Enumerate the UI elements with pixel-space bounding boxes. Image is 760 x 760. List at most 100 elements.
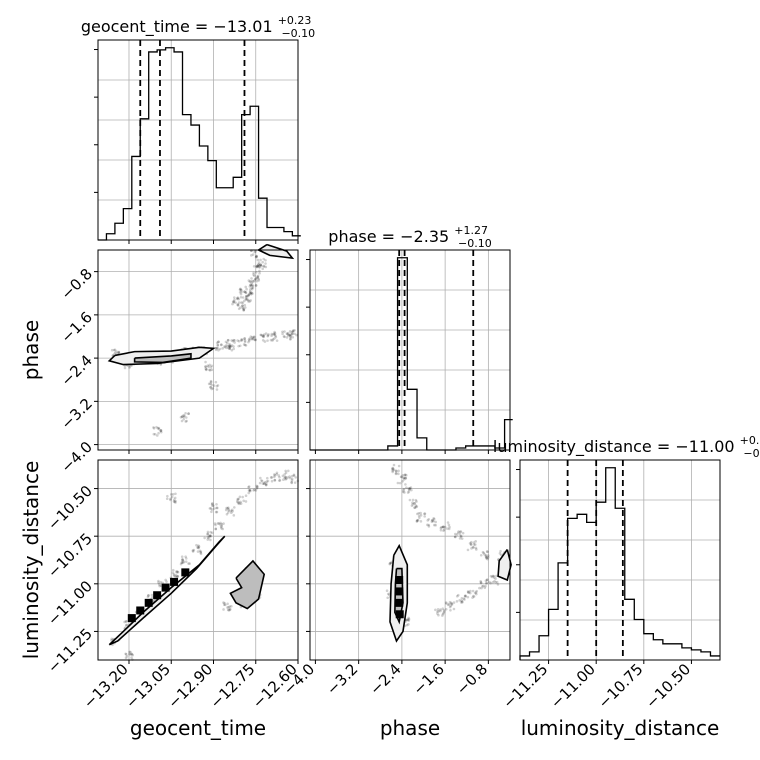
sample-point (216, 522, 220, 525)
sample-point (290, 333, 294, 336)
sample-point (227, 344, 231, 348)
sample-point (264, 265, 268, 269)
sample-point (223, 601, 226, 605)
sample-point (227, 511, 230, 514)
sample-point (113, 348, 117, 352)
sample-point (257, 261, 261, 264)
sample-point (175, 575, 179, 579)
sample-point (152, 426, 155, 429)
sample-point (226, 507, 229, 510)
sample-point (128, 366, 131, 369)
sample-point (250, 337, 254, 341)
sample-point (172, 574, 176, 577)
sample-point (492, 576, 496, 579)
scatter-phase-luminosity_distance: −4.0 −3.2 −2.4 −1.6 −0.8 (280, 459, 512, 699)
sample-point (273, 474, 277, 477)
sample-point (250, 335, 254, 339)
x-tick-label: −11.00 (547, 660, 599, 712)
sample-point (246, 298, 250, 302)
sample-point (436, 612, 439, 615)
sample-point (150, 593, 154, 597)
sample-point (152, 432, 156, 436)
sample-point (407, 623, 410, 626)
sample-point (245, 298, 249, 301)
sample-point (251, 292, 254, 295)
x-tick-label: −1.6 (409, 660, 447, 698)
sample-point (147, 594, 150, 597)
sample-point (460, 600, 464, 603)
sample-point (443, 525, 447, 529)
sample-point (249, 292, 252, 295)
sample-point (209, 538, 212, 542)
sample-point (290, 477, 294, 481)
sample-point (403, 491, 406, 494)
sample-point (192, 548, 196, 552)
sample-point (248, 337, 252, 340)
sample-point (266, 334, 270, 338)
sample-point (493, 579, 496, 583)
sample-point (210, 504, 214, 507)
sample-point (214, 527, 218, 531)
sample-point (452, 607, 456, 611)
sample-point (250, 284, 253, 288)
sample-point (489, 574, 493, 578)
sample-point (182, 560, 186, 563)
sample-point (208, 507, 212, 510)
sample-point (267, 333, 270, 336)
y-tick-label: −2.4 (58, 351, 96, 389)
sample-point (274, 335, 278, 339)
sample-point (184, 420, 188, 423)
sample-point (385, 589, 389, 593)
sample-point (468, 591, 472, 595)
sample-point (271, 338, 275, 341)
sample-point (398, 481, 402, 485)
sample-point (427, 523, 431, 527)
sample-point (233, 298, 236, 302)
sample-point (442, 525, 445, 529)
sample-point (157, 581, 160, 584)
sample-point (286, 332, 289, 336)
sample-point (288, 476, 292, 480)
histogram-steps (98, 47, 301, 241)
sample-point (180, 561, 184, 564)
sample-point (248, 280, 252, 283)
sample-point (209, 380, 213, 384)
sample-point (250, 281, 254, 285)
sample-point (470, 547, 473, 550)
sample-point (130, 652, 133, 656)
sample-point (406, 491, 410, 494)
sample-point (386, 596, 389, 600)
sample-point (407, 619, 411, 622)
sample-point (243, 339, 247, 342)
sample-point (165, 497, 169, 501)
x-tick-label: −0.8 (453, 660, 491, 698)
sample-point (259, 476, 262, 480)
sample-point (237, 304, 240, 307)
sample-point (226, 339, 230, 342)
sample-point (485, 578, 489, 582)
sample-point (255, 486, 259, 490)
sample-point (289, 335, 292, 339)
sample-point (243, 306, 247, 309)
sample-point (248, 300, 251, 303)
sample-point (484, 556, 488, 559)
sample-point (157, 579, 160, 583)
sample-point (236, 302, 240, 306)
sample-point (285, 332, 289, 335)
sample-point (404, 483, 407, 486)
sample-point (475, 589, 478, 593)
sample-point (416, 512, 419, 516)
sample-point (237, 301, 241, 304)
x-tick-label: −11.25 (499, 660, 551, 712)
sample-point (469, 543, 473, 547)
sample-point (407, 617, 411, 621)
sample-point (489, 581, 492, 585)
sample-point (290, 480, 293, 484)
sample-point (217, 340, 220, 344)
sample-point (262, 264, 265, 268)
sample-point (404, 476, 407, 480)
sample-point (472, 543, 476, 546)
sample-point (409, 486, 413, 489)
sample-point (240, 288, 243, 292)
